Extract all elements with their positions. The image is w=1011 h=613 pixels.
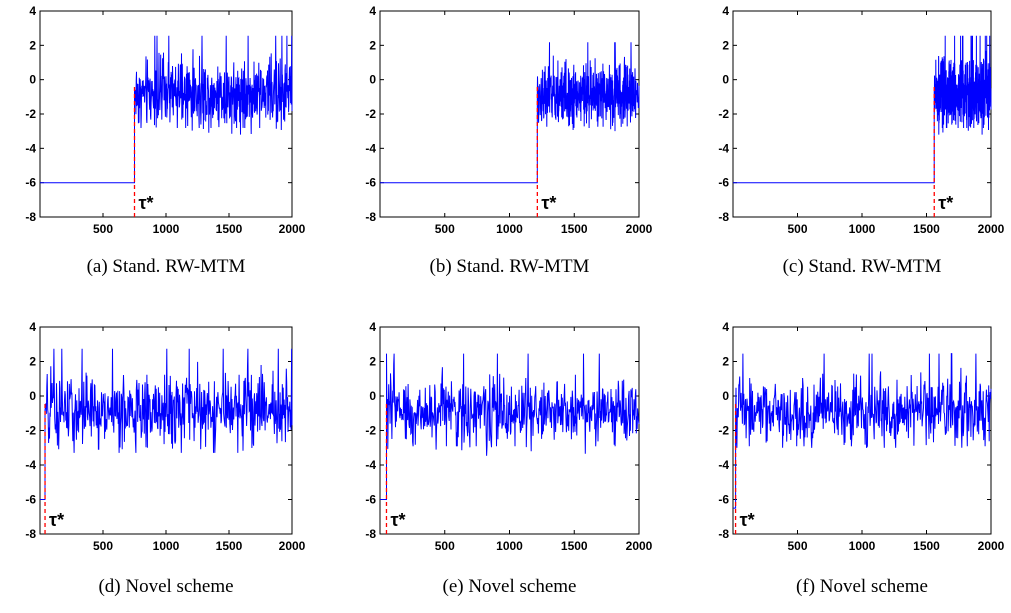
subplot-1: 4 2 0 -2 -4 -6 -8 500 1000 1500 2000 τ* (a) Stand. R… bbox=[25, 4, 305, 277]
y-tick-label: -6 bbox=[25, 176, 36, 190]
x-tick-label: 2000 bbox=[626, 222, 653, 236]
y-tick-label: -8 bbox=[25, 527, 36, 541]
series-trace bbox=[40, 35, 293, 184]
subplot-5: 4 2 0 -2 -4 -6 -8 500 1000 1500 2000 τ* (e) Novel sc… bbox=[365, 320, 652, 597]
x-tick-label: 1000 bbox=[496, 222, 523, 236]
tau-marker-label: τ* bbox=[390, 510, 405, 530]
x-tick-label: 500 bbox=[787, 539, 807, 553]
y-tick-label: -6 bbox=[718, 493, 729, 507]
x-tick-label: 500 bbox=[93, 222, 113, 236]
series-trace bbox=[40, 348, 293, 500]
x-tick-label: 1000 bbox=[153, 222, 180, 236]
series-trace bbox=[733, 35, 992, 184]
y-tick-label: -6 bbox=[25, 493, 36, 507]
tau-marker-label: τ* bbox=[139, 193, 154, 213]
x-tick-label: 2000 bbox=[978, 222, 1005, 236]
y-tick-label: -4 bbox=[25, 458, 36, 472]
y-tick-label: -8 bbox=[365, 527, 376, 541]
x-tick-label: 2000 bbox=[279, 539, 306, 553]
subplot-caption: (f) Novel scheme bbox=[796, 576, 928, 597]
y-tick-label: -2 bbox=[365, 424, 376, 438]
subplot-2: 4 2 0 -2 -4 -6 -8 500 1000 1500 2000 τ* (b) Stand. R… bbox=[365, 4, 652, 277]
y-tick-label: -8 bbox=[25, 210, 36, 224]
y-tick-label: 2 bbox=[369, 355, 376, 369]
y-tick-label: 0 bbox=[722, 73, 729, 87]
subplot-caption: (c) Stand. RW-MTM bbox=[783, 256, 942, 277]
y-tick-label: -6 bbox=[718, 176, 729, 190]
subplot-caption: (b) Stand. RW-MTM bbox=[430, 256, 590, 277]
y-tick-label: 0 bbox=[29, 389, 36, 403]
y-tick-label: 2 bbox=[722, 38, 729, 52]
subplot-caption: (a) Stand. RW-MTM bbox=[87, 256, 246, 277]
y-tick-label: -2 bbox=[718, 424, 729, 438]
y-tick-label: -4 bbox=[365, 458, 376, 472]
x-tick-label: 500 bbox=[435, 222, 455, 236]
x-tick-label: 1500 bbox=[913, 222, 940, 236]
y-tick-label: -2 bbox=[718, 107, 729, 121]
y-tick-label: -4 bbox=[718, 141, 729, 155]
plot-frame bbox=[379, 326, 640, 535]
y-tick-label: 0 bbox=[722, 389, 729, 403]
x-tick-label: 1500 bbox=[561, 222, 588, 236]
y-tick-label: 2 bbox=[29, 38, 36, 52]
y-tick-label: 4 bbox=[722, 320, 729, 334]
tau-marker-label: τ* bbox=[49, 510, 64, 530]
subplot-4: 4 2 0 -2 -4 -6 -8 500 1000 1500 2000 τ* (d) Novel sc… bbox=[25, 320, 305, 597]
tau-marker-label: τ* bbox=[938, 193, 953, 213]
y-tick-label: -8 bbox=[718, 210, 729, 224]
subplot-3: 4 2 0 -2 -4 -6 -8 500 1000 1500 2000 τ* (c) Stand. R… bbox=[718, 4, 1004, 277]
x-tick-label: 1000 bbox=[496, 539, 523, 553]
y-tick-label: 2 bbox=[29, 355, 36, 369]
y-tick-label: 0 bbox=[29, 73, 36, 87]
subplot-caption: (e) Novel scheme bbox=[443, 576, 577, 597]
tau-marker-label: τ* bbox=[541, 193, 556, 213]
x-tick-label: 1500 bbox=[216, 539, 243, 553]
x-tick-label: 500 bbox=[787, 222, 807, 236]
y-tick-label: 4 bbox=[29, 4, 36, 18]
x-tick-label: 2000 bbox=[978, 539, 1005, 553]
subplot-6: 4 2 0 -2 -4 -6 -8 500 1000 1500 2000 τ* (f) Novel sc… bbox=[718, 320, 1004, 597]
x-tick-label: 1500 bbox=[561, 539, 588, 553]
x-tick-label: 2000 bbox=[279, 222, 306, 236]
y-tick-label: 0 bbox=[369, 389, 376, 403]
y-tick-label: -8 bbox=[365, 210, 376, 224]
series-trace bbox=[380, 42, 640, 184]
x-tick-label: 500 bbox=[93, 539, 113, 553]
x-tick-label: 1000 bbox=[849, 539, 876, 553]
y-tick-label: -6 bbox=[365, 176, 376, 190]
series-trace bbox=[380, 353, 640, 500]
y-tick-label: 2 bbox=[369, 38, 376, 52]
tau-marker-label: τ* bbox=[740, 510, 755, 530]
y-tick-label: -4 bbox=[718, 458, 729, 472]
y-tick-label: -4 bbox=[365, 141, 376, 155]
x-tick-label: 500 bbox=[435, 539, 455, 553]
y-tick-label: 2 bbox=[722, 355, 729, 369]
x-tick-label: 1500 bbox=[913, 539, 940, 553]
y-tick-label: -4 bbox=[25, 141, 36, 155]
y-tick-label: -2 bbox=[25, 424, 36, 438]
y-tick-label: 4 bbox=[369, 320, 376, 334]
y-tick-label: -8 bbox=[718, 527, 729, 541]
plot-frame bbox=[39, 10, 293, 218]
y-tick-label: 0 bbox=[369, 73, 376, 87]
series-trace bbox=[733, 353, 992, 509]
y-tick-label: 4 bbox=[369, 4, 376, 18]
x-tick-label: 1500 bbox=[216, 222, 243, 236]
y-tick-label: 4 bbox=[29, 320, 36, 334]
x-tick-label: 1000 bbox=[849, 222, 876, 236]
y-tick-label: -6 bbox=[365, 493, 376, 507]
y-tick-label: 4 bbox=[722, 4, 729, 18]
x-tick-label: 1000 bbox=[153, 539, 180, 553]
y-tick-label: -2 bbox=[365, 107, 376, 121]
subplot-caption: (d) Novel scheme bbox=[98, 576, 233, 597]
y-tick-label: -2 bbox=[25, 107, 36, 121]
x-tick-label: 2000 bbox=[626, 539, 653, 553]
